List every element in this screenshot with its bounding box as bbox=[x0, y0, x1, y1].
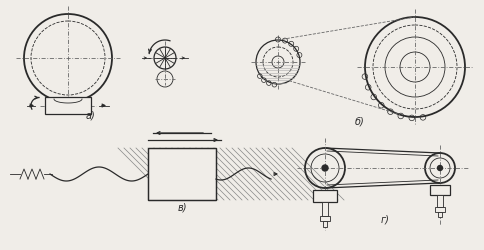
Circle shape bbox=[322, 165, 328, 171]
Text: г): г) bbox=[380, 214, 390, 224]
Bar bbox=[430, 185, 450, 195]
Text: в): в) bbox=[177, 202, 187, 212]
Bar bbox=[435, 207, 445, 212]
Circle shape bbox=[438, 166, 442, 170]
Text: а): а) bbox=[85, 110, 95, 120]
Bar bbox=[148, 148, 216, 200]
Bar bbox=[148, 148, 216, 200]
Bar bbox=[322, 202, 328, 216]
Bar bbox=[437, 195, 443, 207]
Text: б): б) bbox=[355, 117, 365, 127]
Bar bbox=[148, 148, 216, 200]
Bar bbox=[320, 216, 330, 221]
Bar bbox=[313, 190, 337, 202]
Bar bbox=[45, 97, 91, 114]
Bar bbox=[438, 212, 442, 217]
Bar bbox=[323, 221, 327, 227]
